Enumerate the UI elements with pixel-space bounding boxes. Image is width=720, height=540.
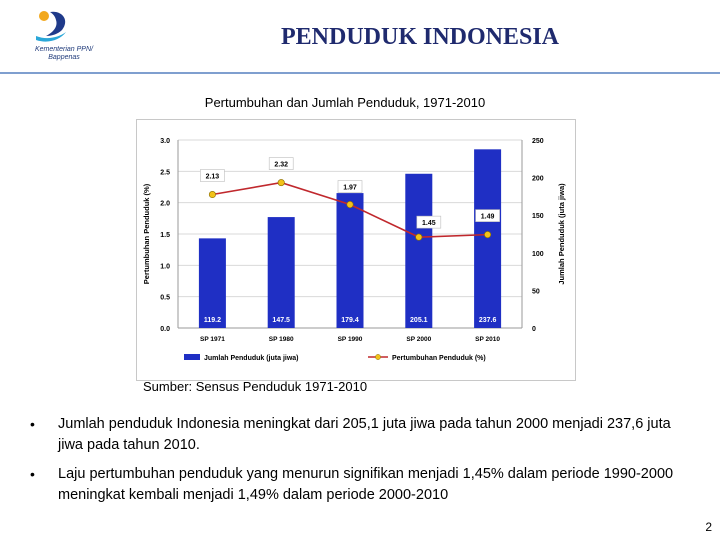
bullet-icon: •: [30, 414, 35, 435]
y-right-tick-label: 100: [532, 251, 544, 258]
chart-source: Sumber: Sensus Penduduk 1971-2010: [143, 379, 367, 394]
y-right-tick-label: 50: [532, 288, 540, 295]
bar-data-label: 237.6: [479, 317, 497, 324]
bappenas-logo: Kementerian PPN/ Bappenas: [14, 6, 114, 68]
line-point-growth-rate: [347, 201, 353, 207]
y-left-tick-label: 2.5: [160, 169, 170, 176]
bar-data-label: 179.4: [341, 317, 359, 324]
bullet-text: Laju pertumbuhan penduduk yang menurun s…: [58, 466, 673, 503]
y-left-tick-label: 1.0: [160, 263, 170, 270]
bullet-item: • Jumlah penduduk Indonesia meningkat da…: [30, 414, 690, 456]
y-right-tick-label: 0: [532, 326, 536, 333]
legend-marker-growth-rate: [375, 354, 380, 359]
bar-data-label: 119.2: [204, 317, 221, 324]
line-point-growth-rate: [416, 234, 422, 240]
line-point-growth-rate: [209, 191, 215, 197]
y-right-tick-label: 250: [532, 138, 544, 145]
chart-subtitle: Pertumbuhan dan Jumlah Penduduk, 1971-20…: [0, 95, 690, 110]
bullet-item: • Laju pertumbuhan penduduk yang menurun…: [30, 464, 690, 506]
logo-line-2: Bappenas: [18, 54, 110, 62]
y-right-tick-label: 200: [532, 176, 544, 183]
page-title: PENDUDUK INDONESIA: [200, 24, 640, 51]
logo-emblem-icon: [14, 6, 114, 46]
line-point-growth-rate: [278, 179, 284, 185]
bar-data-label: 147.5: [272, 317, 290, 324]
y-left-axis-title: Pertumbuhan Penduduk (%): [142, 183, 151, 284]
bar-population: [199, 238, 226, 328]
y-left-tick-label: 0.5: [160, 295, 170, 302]
bullet-list: • Jumlah penduduk Indonesia meningkat da…: [30, 414, 690, 514]
bar-population: [337, 193, 364, 328]
bar-data-label: 205.1: [410, 317, 428, 324]
page-number: 2: [705, 520, 712, 534]
x-tick-label: SP 2000: [406, 336, 431, 343]
y-right-tick-label: 150: [532, 213, 544, 220]
legend-swatch-population: [184, 354, 200, 360]
bullet-icon: •: [30, 464, 35, 485]
logo-text: Kementerian PPN/ Bappenas: [18, 46, 110, 62]
bullet-text: Jumlah penduduk Indonesia meningkat dari…: [58, 416, 671, 453]
x-tick-label: SP 1980: [269, 336, 294, 343]
y-left-tick-label: 1.5: [160, 232, 170, 239]
y-left-tick-label: 0.0: [160, 326, 170, 333]
line-data-label: 2.32: [274, 162, 288, 169]
y-left-tick-label: 3.0: [160, 138, 170, 145]
line-data-label: 1.45: [422, 220, 436, 227]
bar-population: [474, 149, 501, 328]
line-data-label: 1.97: [343, 185, 357, 192]
population-chart-svg: 0.0 0.5 1.0 1.5 2.0 2.5 3.0 0 50 100 150 200 250 Pert…: [136, 119, 576, 381]
line-data-label: 2.13: [206, 174, 220, 181]
y-right-axis-title: Jumlah Penduduk (juta jiwa): [557, 183, 566, 285]
line-point-growth-rate: [484, 231, 490, 237]
x-tick-label: SP 1971: [200, 336, 225, 343]
legend-label-population: Jumlah Penduduk (juta jiwa): [204, 355, 299, 362]
population-chart: 0.0 0.5 1.0 1.5 2.0 2.5 3.0 0 50 100 150 200 250 Pert…: [136, 119, 576, 381]
legend-label-growth-rate: Pertumbuhan Penduduk (%): [392, 355, 486, 362]
x-tick-label: SP 1990: [338, 336, 363, 343]
x-tick-label: SP 2010: [475, 336, 500, 343]
line-data-label: 1.49: [481, 214, 495, 221]
bar-population: [405, 174, 432, 328]
bar-population: [268, 217, 295, 328]
y-left-tick-label: 2.0: [160, 201, 170, 208]
title-divider: [0, 72, 720, 74]
logo-line-1: Kementerian PPN/: [18, 46, 110, 54]
